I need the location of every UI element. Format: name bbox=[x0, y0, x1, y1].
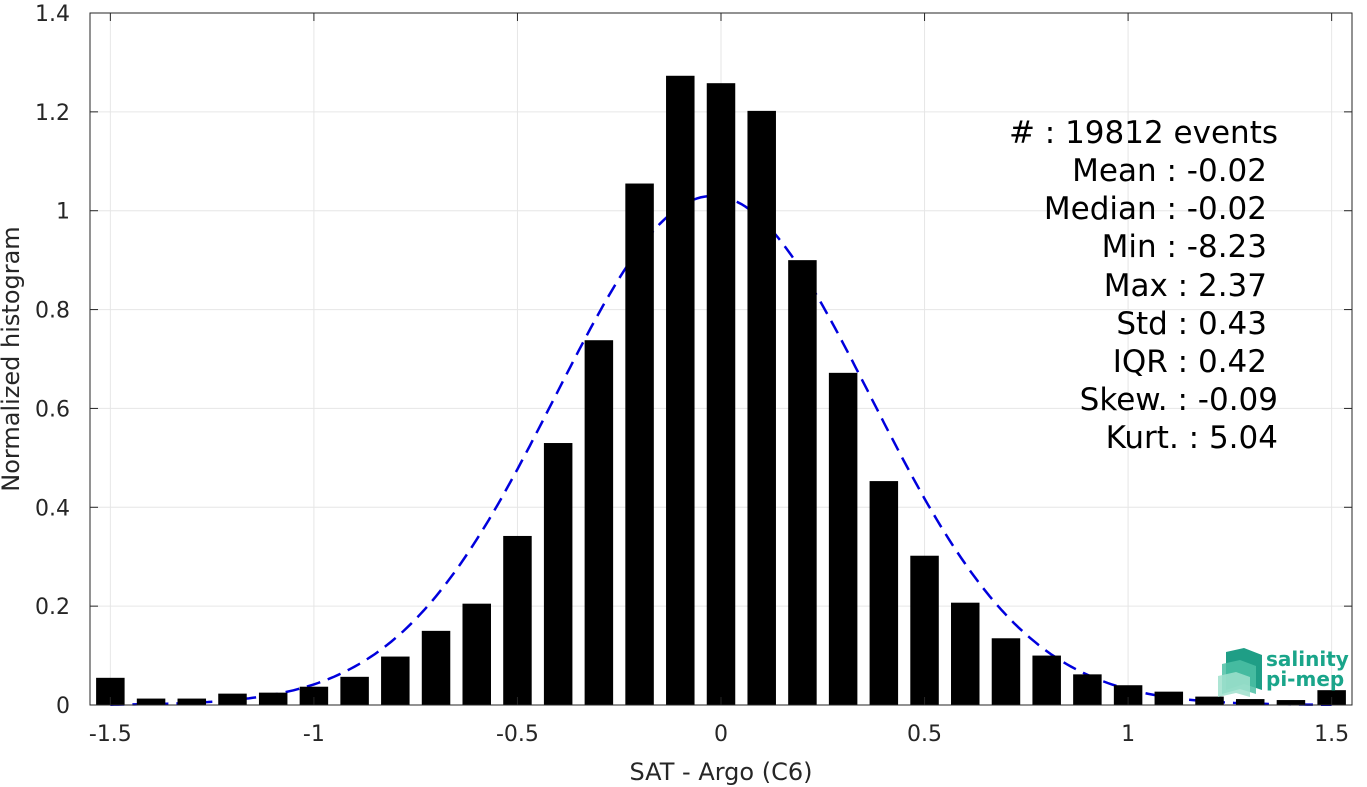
stat-skew: Skew. : -0.09 bbox=[1080, 382, 1278, 418]
histogram-bar bbox=[462, 603, 491, 705]
y-tick-label: 0.6 bbox=[35, 397, 70, 422]
x-tick-label: 1 bbox=[1121, 722, 1135, 747]
x-tick-label: 1.5 bbox=[1314, 722, 1349, 747]
histogram-bar bbox=[828, 372, 858, 705]
histogram-bar bbox=[625, 183, 654, 705]
stat-std: Std : 0.43 bbox=[1116, 306, 1267, 342]
histogram-bar bbox=[258, 692, 288, 705]
histogram-bar bbox=[951, 602, 980, 705]
x-axis-label: SAT - Argo (C6) bbox=[630, 758, 813, 786]
stat-kurt: Kurt. : 5.04 bbox=[1106, 420, 1278, 456]
y-tick-label: 0.8 bbox=[35, 299, 70, 324]
statistics-annotation: # : 19812 events Mean : -0.02 Median : -… bbox=[1009, 115, 1278, 456]
y-tick-label: 0.2 bbox=[35, 595, 70, 620]
logo-text-line2: pi-mep bbox=[1266, 667, 1344, 691]
histogram-bar bbox=[1113, 685, 1143, 705]
y-tick-label: 1.2 bbox=[35, 101, 70, 126]
stat-iqr: IQR : 0.42 bbox=[1113, 344, 1267, 380]
histogram-bar bbox=[503, 535, 532, 705]
y-tick-label: 1 bbox=[56, 200, 70, 225]
histogram-bar bbox=[1235, 699, 1265, 705]
histogram-bar bbox=[747, 110, 776, 705]
histogram-bar bbox=[177, 698, 207, 705]
axis-ticks: -1.5 -1 -0.5 0 0.5 1 1.5 0 0.2 0.4 0.6 0.8 1 1.2 1.4 bbox=[35, 2, 1352, 747]
histogram-bar bbox=[340, 676, 369, 705]
histogram-bar bbox=[543, 443, 573, 705]
y-tick-label: 1.4 bbox=[35, 2, 70, 27]
histogram-bar bbox=[1276, 700, 1306, 705]
histogram-bar bbox=[706, 83, 736, 705]
histogram-bar bbox=[1195, 696, 1224, 705]
histogram-bar bbox=[136, 698, 166, 705]
histogram-bar bbox=[218, 693, 247, 705]
x-tick-label: 0 bbox=[714, 722, 728, 747]
histogram-bar bbox=[299, 686, 329, 705]
histogram-bar bbox=[584, 340, 614, 705]
histogram-bar bbox=[1032, 655, 1061, 705]
stat-max: Max : 2.37 bbox=[1104, 268, 1267, 304]
histogram-bar bbox=[991, 638, 1021, 705]
x-tick-label: -0.5 bbox=[496, 722, 539, 747]
stat-mean: Mean : -0.02 bbox=[1072, 153, 1267, 189]
x-tick-label: 0.5 bbox=[907, 722, 942, 747]
stat-min: Min : -8.23 bbox=[1102, 229, 1267, 265]
histogram-bar bbox=[421, 630, 451, 705]
y-axis-label: Normalized histogram bbox=[0, 226, 25, 491]
stat-events: # : 19812 events bbox=[1009, 115, 1278, 151]
histogram-bar bbox=[869, 481, 899, 705]
x-tick-label: -1.5 bbox=[89, 722, 132, 747]
y-tick-label: 0.4 bbox=[35, 496, 70, 521]
histogram-bar bbox=[666, 75, 695, 705]
y-tick-label: 0 bbox=[56, 694, 70, 719]
bars bbox=[96, 75, 1346, 705]
histogram-bar bbox=[788, 260, 817, 705]
logo-text-line1: salinity bbox=[1266, 647, 1349, 671]
histogram-bar bbox=[1154, 691, 1184, 705]
histogram-bar bbox=[910, 555, 939, 705]
x-tick-label: -1 bbox=[303, 722, 325, 747]
histogram-bar bbox=[1073, 674, 1102, 705]
logo-emblem-icon bbox=[1218, 648, 1262, 697]
stat-median: Median : -0.02 bbox=[1044, 191, 1267, 227]
histogram-bar bbox=[381, 656, 410, 705]
salinity-pi-mep-logo: salinity pi-mep bbox=[1218, 647, 1349, 697]
